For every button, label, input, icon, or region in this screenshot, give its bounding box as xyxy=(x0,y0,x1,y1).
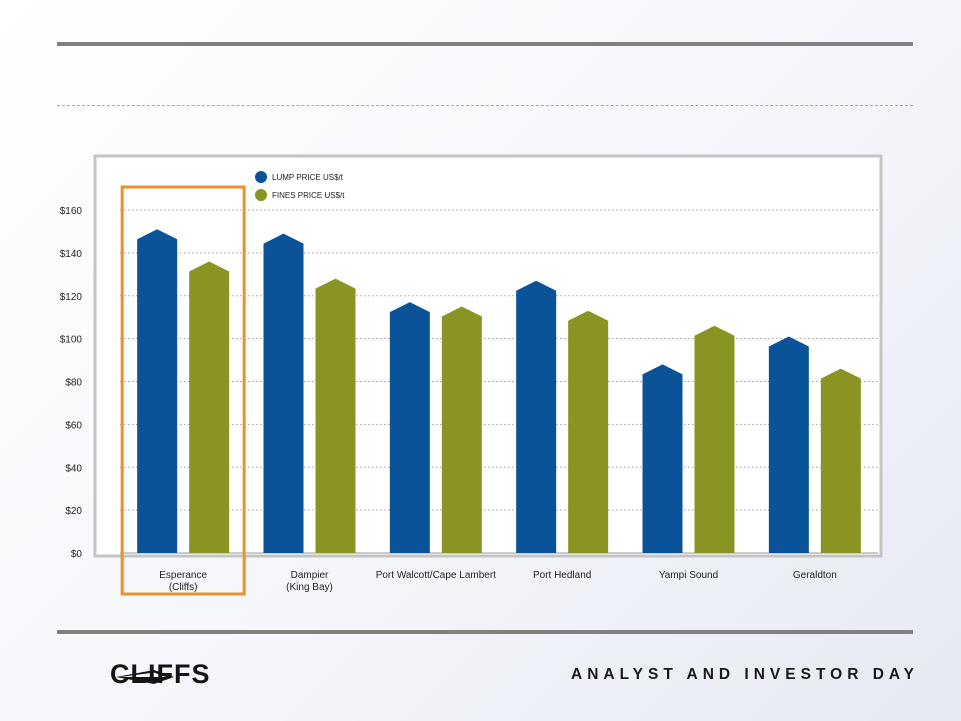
x-tick-label: Yampi Sound xyxy=(659,570,718,581)
y-tick-label: $80 xyxy=(65,378,82,389)
y-tick-label: $60 xyxy=(65,420,82,431)
lump-bar xyxy=(137,229,178,553)
fines-bar xyxy=(315,278,356,553)
x-tick-label: Port Hedland xyxy=(533,570,591,581)
dashed-rule xyxy=(57,105,913,106)
legend-swatch xyxy=(255,189,267,201)
y-tick-label: $40 xyxy=(65,463,82,474)
lump-bar xyxy=(642,364,683,553)
event-tagline: ANALYST AND INVESTOR DAY xyxy=(571,666,919,683)
bottom-rule xyxy=(57,630,913,634)
x-tick-label: Port Walcott/Cape Lambert xyxy=(376,570,496,581)
legend-label: LUMP PRICE US$/t xyxy=(272,173,344,182)
cliffs-logo-icon xyxy=(116,670,174,684)
x-tick-label: Esperance xyxy=(159,570,207,581)
lump-bar xyxy=(516,280,557,553)
fines-bar xyxy=(568,310,609,553)
y-tick-label: $140 xyxy=(60,249,83,260)
x-tick-label: (King Bay) xyxy=(286,582,333,593)
y-tick-label: $0 xyxy=(71,549,83,560)
fines-bar xyxy=(441,306,482,553)
lump-bar xyxy=(768,336,809,553)
y-tick-label: $100 xyxy=(60,335,83,346)
legend-label: FINES PRICE US$/t xyxy=(272,191,345,200)
highlight-box xyxy=(120,185,246,596)
lump-bar xyxy=(389,302,430,553)
brand-wordmark: CLIFFS xyxy=(110,659,211,689)
fines-bar xyxy=(189,261,230,553)
top-rule xyxy=(57,42,913,46)
fines-bar xyxy=(820,368,861,553)
x-tick-label: (Cliffs) xyxy=(169,582,198,593)
y-tick-label: $120 xyxy=(60,292,83,303)
y-tick-label: $20 xyxy=(65,506,82,517)
fines-bar xyxy=(694,325,735,553)
legend-swatch xyxy=(255,171,267,183)
lump-bar xyxy=(263,233,304,554)
x-tick-label: Geraldton xyxy=(793,570,837,581)
x-tick-label: Dampier xyxy=(291,570,329,581)
y-tick-label: $160 xyxy=(60,206,83,217)
